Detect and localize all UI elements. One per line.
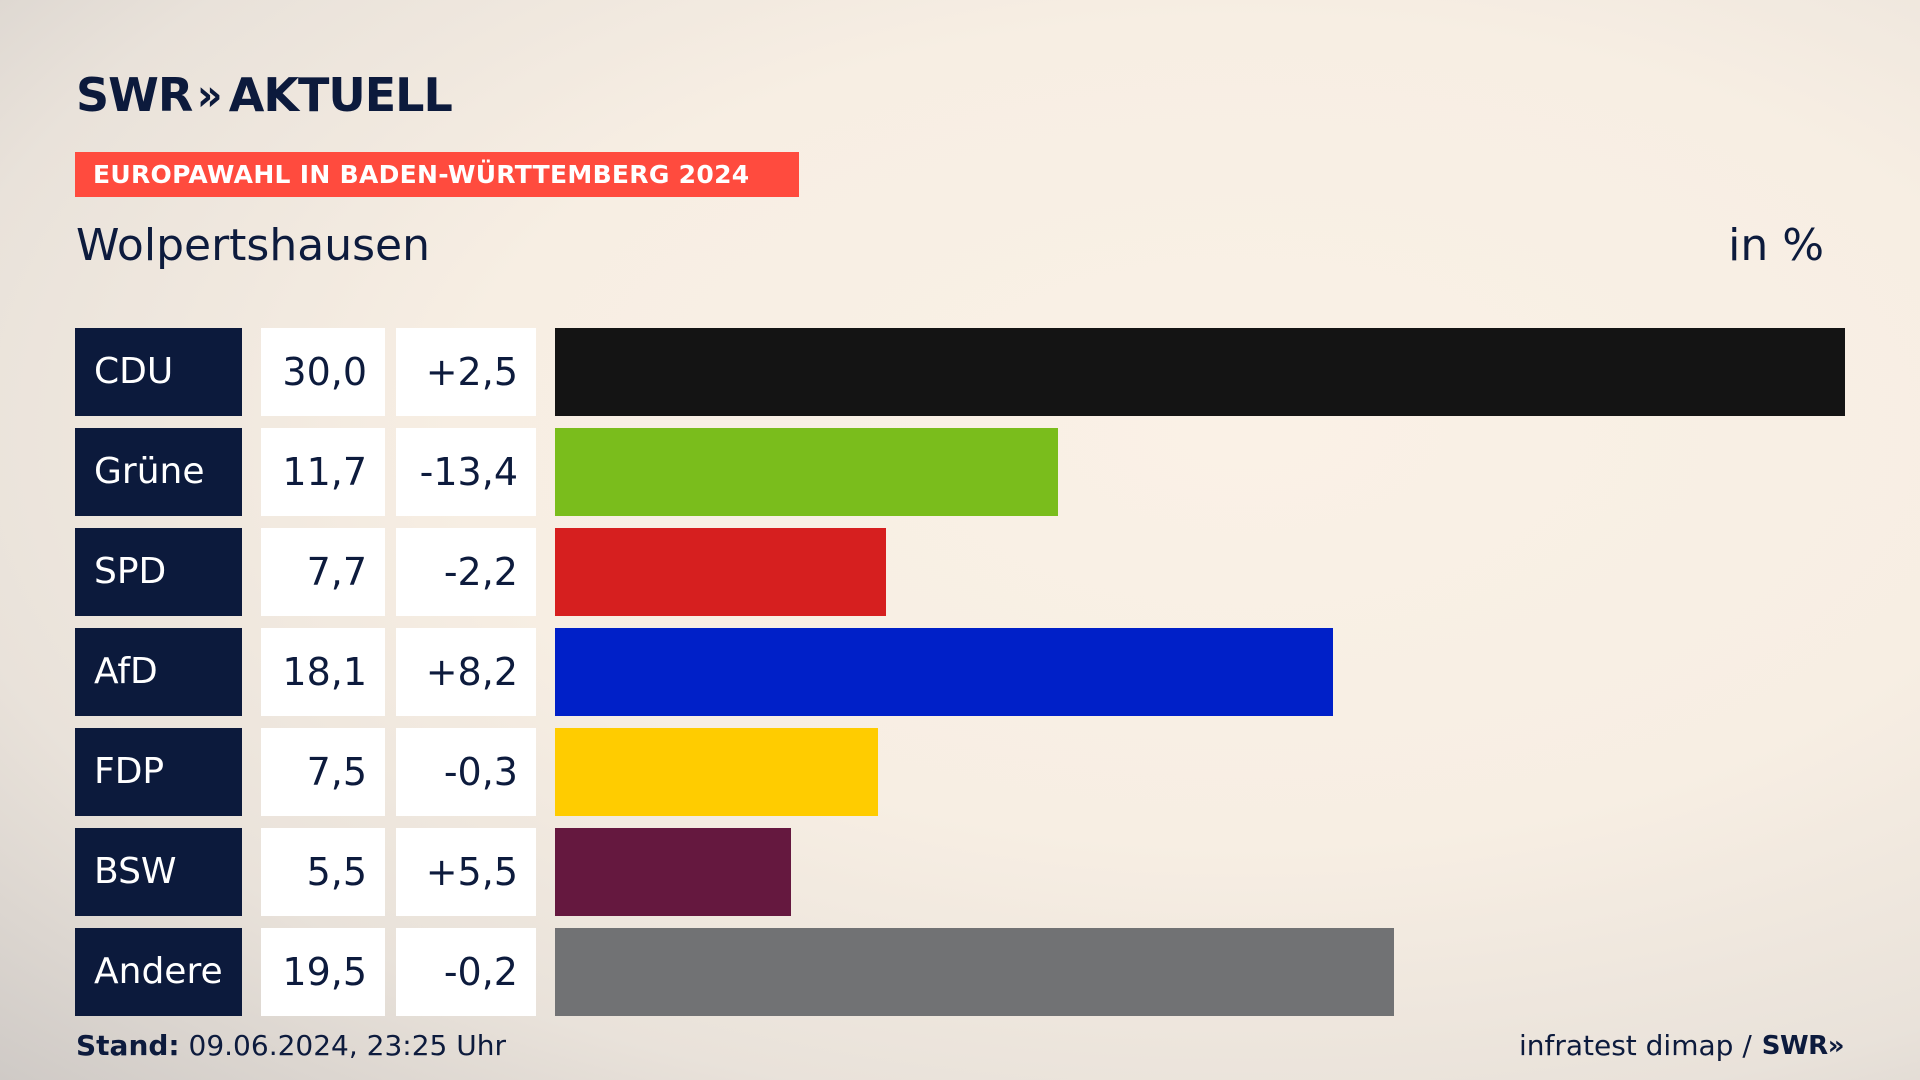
vote-share-label: 7,7 [261, 528, 385, 616]
result-bar [555, 728, 878, 816]
vote-share-label: 11,7 [261, 428, 385, 516]
party-label: AfD [75, 628, 242, 716]
result-bar [555, 528, 886, 616]
result-bar [555, 428, 1058, 516]
change-label: +5,5 [396, 828, 536, 916]
change-label: -0,3 [396, 728, 536, 816]
result-bar [555, 928, 1394, 1016]
party-label: BSW [75, 828, 242, 916]
logo-swr: SWR [76, 68, 193, 122]
logo-chevron-icon: » [197, 69, 223, 121]
party-label: Grüne [75, 428, 242, 516]
swr-aktuell-logo: SWR » AKTUELL [76, 68, 453, 122]
stand-label: Stand: [76, 1029, 180, 1062]
vote-share-label: 18,1 [261, 628, 385, 716]
result-bar [555, 628, 1333, 716]
change-label: -13,4 [396, 428, 536, 516]
party-label: Andere [75, 928, 242, 1016]
vote-share-label: 5,5 [261, 828, 385, 916]
unit-label: in % [1728, 220, 1824, 271]
vote-share-label: 30,0 [261, 328, 385, 416]
party-label: CDU [75, 328, 242, 416]
timestamp: Stand: 09.06.2024, 23:25 Uhr [76, 1029, 506, 1062]
vote-share-label: 19,5 [261, 928, 385, 1016]
party-label: SPD [75, 528, 242, 616]
vote-share-label: 7,5 [261, 728, 385, 816]
source-text: infratest dimap / [1518, 1029, 1752, 1062]
change-label: -2,2 [396, 528, 536, 616]
result-bar [555, 828, 791, 916]
change-label: -0,2 [396, 928, 536, 1016]
logo-aktuell: AKTUELL [228, 68, 453, 122]
result-bar [555, 328, 1845, 416]
election-banner: EUROPAWAHL IN BADEN-WÜRTTEMBERG 2024 [75, 152, 799, 197]
source: infratest dimap / SWR» [1518, 1029, 1845, 1062]
change-label: +8,2 [396, 628, 536, 716]
party-label: FDP [75, 728, 242, 816]
location-title: Wolpertshausen [76, 220, 430, 271]
change-label: +2,5 [396, 328, 536, 416]
swr-small-logo: SWR» [1761, 1030, 1845, 1061]
stand-value: 09.06.2024, 23:25 Uhr [188, 1029, 506, 1062]
